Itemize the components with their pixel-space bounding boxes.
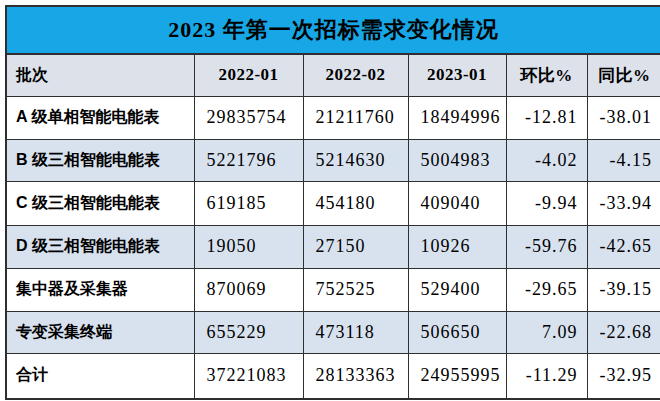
cell-value: -12.81 [506, 96, 587, 139]
cell-value: 619185 [194, 181, 303, 225]
table-title: 2023 年第一次招标需求变化情况 [5, 5, 660, 53]
cell-value: 409040 [408, 181, 506, 225]
cell-value: -39.15 [587, 268, 660, 311]
cell-value: 752525 [303, 268, 408, 311]
table-row: D 级三相智能电能表 19050 27150 10926 -59.76 -42.… [6, 225, 660, 268]
demand-change-table-figure: 2023 年第一次招标需求变化情况 批次 2022-01 2022-02 202… [5, 5, 660, 400]
cell-value: -32.95 [587, 353, 660, 399]
row-label: 集中器及采集器 [6, 268, 194, 311]
cell-value: -4.02 [506, 139, 587, 181]
cell-value: 37221083 [194, 353, 303, 399]
cell-value: -29.65 [506, 268, 587, 311]
cell-value: 655229 [194, 311, 303, 353]
cell-value: -42.65 [587, 225, 660, 268]
cell-value: 18494996 [408, 96, 506, 139]
cell-value: 7.09 [506, 311, 587, 353]
cell-value: 870069 [194, 268, 303, 311]
cell-value: -59.76 [506, 225, 587, 268]
row-label: A 级单相智能电能表 [6, 96, 194, 139]
table-row: 专变采集终端 655229 473118 506650 7.09 -22.68 [6, 311, 660, 353]
cell-value: -4.15 [587, 139, 660, 181]
cell-value: 506650 [408, 311, 506, 353]
cell-value: 5214630 [303, 139, 408, 181]
cell-value: 473118 [303, 311, 408, 353]
cell-value: -22.68 [587, 311, 660, 353]
cell-value: 29835754 [194, 96, 303, 139]
cell-value: 27150 [303, 225, 408, 268]
table-row: B 级三相智能电能表 5221796 5214630 5004983 -4.02… [6, 139, 660, 181]
cell-value: 5221796 [194, 139, 303, 181]
header-row: 批次 2022-01 2022-02 2023-01 环比% 同比% [6, 54, 660, 96]
row-label: D 级三相智能电能表 [6, 225, 194, 268]
table-row-total: 合计 37221083 28133363 24955995 -11.29 -32… [6, 353, 660, 399]
column-header-mom-pct: 环比% [506, 54, 587, 96]
demand-change-table: 批次 2022-01 2022-02 2023-01 环比% 同比% A 级单相… [5, 53, 660, 400]
cell-value: -33.94 [587, 181, 660, 225]
cell-value: 28133363 [303, 353, 408, 399]
table-row: 集中器及采集器 870069 752525 529400 -29.65 -39.… [6, 268, 660, 311]
column-header-yoy-pct: 同比% [587, 54, 660, 96]
row-label: 专变采集终端 [6, 311, 194, 353]
column-header-2022-02: 2022-02 [303, 54, 408, 96]
cell-value: -11.29 [506, 353, 587, 399]
column-header-batch: 批次 [6, 54, 194, 96]
cell-value: 10926 [408, 225, 506, 268]
cell-value: 5004983 [408, 139, 506, 181]
cell-value: -38.01 [587, 96, 660, 139]
table-row: A 级单相智能电能表 29835754 21211760 18494996 -1… [6, 96, 660, 139]
table-row: C 级三相智能电能表 619185 454180 409040 -9.94 -3… [6, 181, 660, 225]
column-header-2022-01: 2022-01 [194, 54, 303, 96]
cell-value: -9.94 [506, 181, 587, 225]
column-header-2023-01: 2023-01 [408, 54, 506, 96]
row-label: C 级三相智能电能表 [6, 181, 194, 225]
cell-value: 24955995 [408, 353, 506, 399]
cell-value: 19050 [194, 225, 303, 268]
cell-value: 454180 [303, 181, 408, 225]
row-label: B 级三相智能电能表 [6, 139, 194, 181]
cell-value: 21211760 [303, 96, 408, 139]
cell-value: 529400 [408, 268, 506, 311]
row-label: 合计 [6, 353, 194, 399]
